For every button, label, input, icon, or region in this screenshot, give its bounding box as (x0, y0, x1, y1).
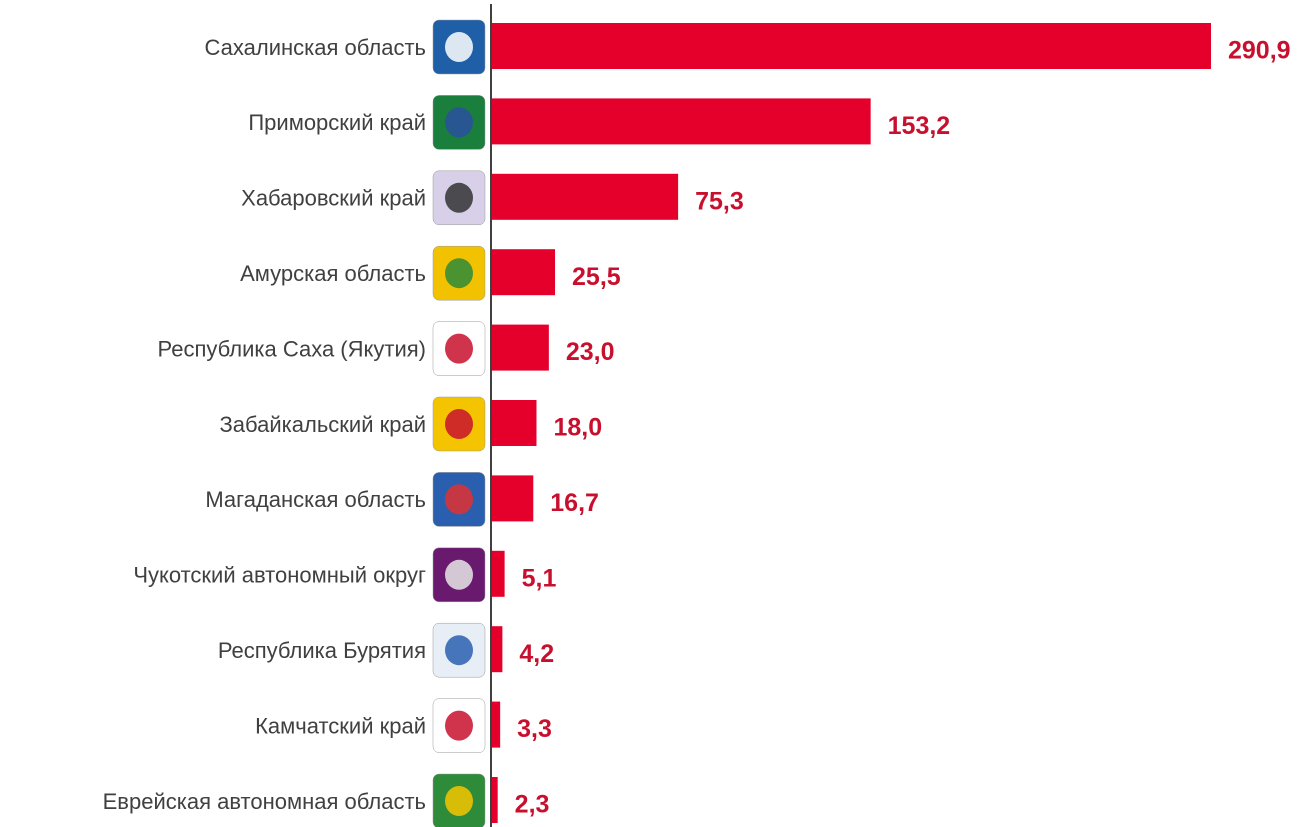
value-label: 5,1 (522, 564, 557, 592)
value-label: 4,2 (519, 640, 554, 668)
category-label: Хабаровский край (241, 186, 426, 211)
value-label: 153,2 (888, 112, 951, 140)
emblem-detail (445, 484, 473, 515)
category-label: Еврейская автономная область (103, 789, 426, 814)
bar (492, 550, 505, 597)
emblem-detail (445, 710, 473, 741)
category-label: Забайкальский край (220, 412, 427, 437)
category-label: Республика Бурятия (218, 638, 426, 663)
bar (492, 626, 503, 673)
value-label: 3,3 (517, 715, 552, 743)
category-label: Камчатский край (255, 713, 426, 738)
category-label: Магаданская область (205, 487, 426, 512)
emblem-detail (445, 333, 473, 364)
value-label: 25,5 (572, 263, 621, 291)
category-label: Приморский край (248, 110, 426, 135)
value-label: 290,9 (1228, 37, 1291, 65)
emblem-detail (445, 786, 473, 816)
value-label: 23,0 (566, 338, 615, 366)
bar (492, 701, 501, 748)
bar (492, 475, 534, 522)
emblem-detail (445, 258, 473, 289)
bar (492, 324, 549, 371)
category-label: Амурская область (240, 261, 426, 286)
emblem-detail (445, 409, 473, 439)
emblem-detail (445, 635, 473, 666)
category-label: Чукотский автономный округ (133, 563, 426, 588)
emblem-detail (445, 182, 473, 213)
value-label: 16,7 (550, 489, 599, 517)
bar (492, 249, 556, 296)
emblem-detail (445, 32, 473, 62)
value-label: 75,3 (695, 187, 744, 215)
category-label: Республика Саха (Якутия) (158, 336, 426, 361)
value-label: 18,0 (553, 414, 602, 442)
bar (492, 400, 537, 446)
bar (492, 98, 871, 145)
bar (492, 777, 498, 823)
emblem-detail (445, 559, 473, 590)
value-label: 2,3 (515, 791, 550, 819)
category-label: Сахалинская область (205, 35, 426, 60)
bar (492, 23, 1211, 69)
bar (492, 173, 679, 220)
emblem-detail (445, 107, 473, 138)
